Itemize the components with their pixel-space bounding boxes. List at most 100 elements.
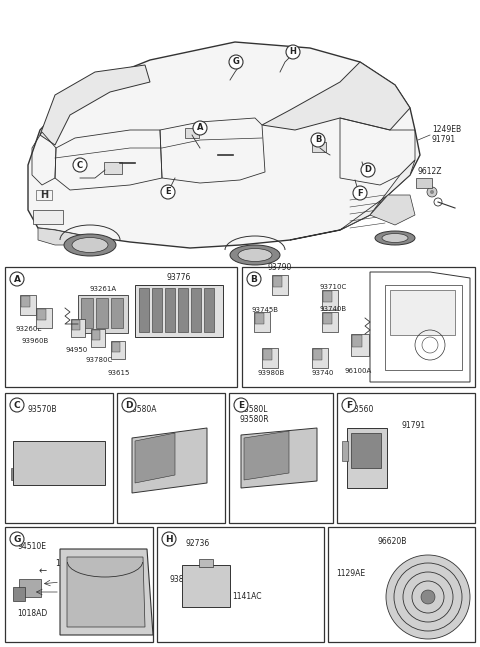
Circle shape — [361, 163, 375, 177]
Bar — [21, 296, 30, 307]
Text: 93880E: 93880E — [169, 575, 198, 584]
Text: 9612Z: 9612Z — [418, 168, 443, 177]
Bar — [340, 577, 346, 622]
Bar — [19, 579, 41, 597]
Text: F: F — [346, 400, 352, 410]
Text: 93776: 93776 — [167, 273, 191, 282]
Text: G: G — [233, 58, 240, 67]
Circle shape — [10, 398, 24, 412]
Bar — [5, 267, 237, 387]
Polygon shape — [241, 428, 317, 488]
Bar — [157, 527, 324, 642]
Bar — [199, 559, 213, 567]
Bar — [92, 330, 100, 340]
Circle shape — [234, 398, 248, 412]
Text: E: E — [238, 400, 244, 410]
Bar — [36, 308, 52, 328]
Bar — [11, 468, 16, 480]
Bar — [139, 288, 149, 332]
Polygon shape — [132, 428, 207, 493]
Bar — [33, 210, 63, 224]
Circle shape — [311, 133, 325, 147]
Bar — [13, 587, 25, 601]
Ellipse shape — [238, 248, 272, 261]
Bar — [5, 527, 153, 642]
Text: A: A — [197, 124, 203, 133]
Text: 93780C: 93780C — [85, 357, 112, 363]
Text: 1018AD: 1018AD — [17, 609, 47, 618]
Circle shape — [399, 443, 435, 479]
Text: 93580L: 93580L — [239, 405, 267, 414]
Circle shape — [73, 158, 87, 172]
Text: E: E — [165, 188, 171, 197]
Bar — [111, 298, 123, 328]
Text: 91791: 91791 — [432, 135, 456, 144]
Circle shape — [427, 187, 437, 197]
Text: 94950: 94950 — [65, 347, 87, 353]
Bar — [204, 288, 214, 332]
Bar — [13, 441, 105, 485]
Bar — [242, 267, 475, 387]
Bar — [91, 329, 105, 347]
Bar — [71, 319, 85, 337]
Text: D: D — [125, 400, 133, 410]
Bar — [135, 285, 223, 337]
Text: B: B — [315, 135, 321, 144]
Text: 93980B: 93980B — [258, 370, 285, 376]
Polygon shape — [262, 62, 410, 130]
Circle shape — [286, 45, 300, 59]
Ellipse shape — [230, 245, 280, 265]
Bar — [104, 162, 122, 174]
Bar — [313, 349, 322, 360]
Text: 93580R: 93580R — [239, 415, 269, 424]
Bar — [322, 290, 338, 310]
Polygon shape — [60, 549, 153, 635]
Text: H: H — [165, 534, 173, 543]
Bar — [191, 288, 201, 332]
Text: 93570B: 93570B — [27, 405, 57, 414]
Bar — [72, 320, 80, 330]
Bar — [165, 288, 175, 332]
Circle shape — [174, 542, 184, 552]
Text: 93560: 93560 — [349, 405, 373, 414]
Circle shape — [10, 532, 24, 546]
Text: 1129AE: 1129AE — [336, 569, 365, 578]
Text: 94510E: 94510E — [17, 542, 46, 551]
Bar — [152, 288, 162, 332]
Circle shape — [161, 185, 175, 199]
Text: 96620B: 96620B — [378, 537, 408, 546]
Text: H: H — [289, 47, 297, 56]
Text: 93615: 93615 — [108, 370, 131, 376]
Bar — [182, 565, 230, 607]
Bar — [262, 348, 278, 368]
Bar — [229, 393, 333, 523]
Text: 93960B: 93960B — [22, 338, 49, 344]
Bar — [81, 298, 93, 328]
Ellipse shape — [96, 452, 104, 458]
Ellipse shape — [382, 234, 408, 243]
Bar — [390, 290, 455, 335]
Circle shape — [10, 272, 24, 286]
Bar — [272, 275, 288, 295]
Circle shape — [247, 272, 261, 286]
Ellipse shape — [128, 461, 136, 471]
Text: 1249EB: 1249EB — [432, 126, 461, 135]
Bar — [117, 393, 225, 523]
Circle shape — [421, 590, 435, 604]
Circle shape — [220, 615, 234, 629]
Bar — [263, 349, 272, 360]
Text: 93580A: 93580A — [127, 405, 156, 414]
Bar — [255, 313, 264, 324]
Polygon shape — [290, 160, 415, 240]
Text: C: C — [14, 400, 20, 410]
Bar — [351, 433, 381, 468]
Circle shape — [407, 451, 427, 471]
Text: C: C — [77, 160, 83, 170]
Bar — [78, 295, 128, 333]
Bar — [254, 312, 270, 332]
Ellipse shape — [72, 237, 108, 252]
Polygon shape — [244, 431, 289, 480]
Circle shape — [237, 609, 253, 625]
Bar — [312, 348, 328, 368]
Circle shape — [342, 398, 356, 412]
